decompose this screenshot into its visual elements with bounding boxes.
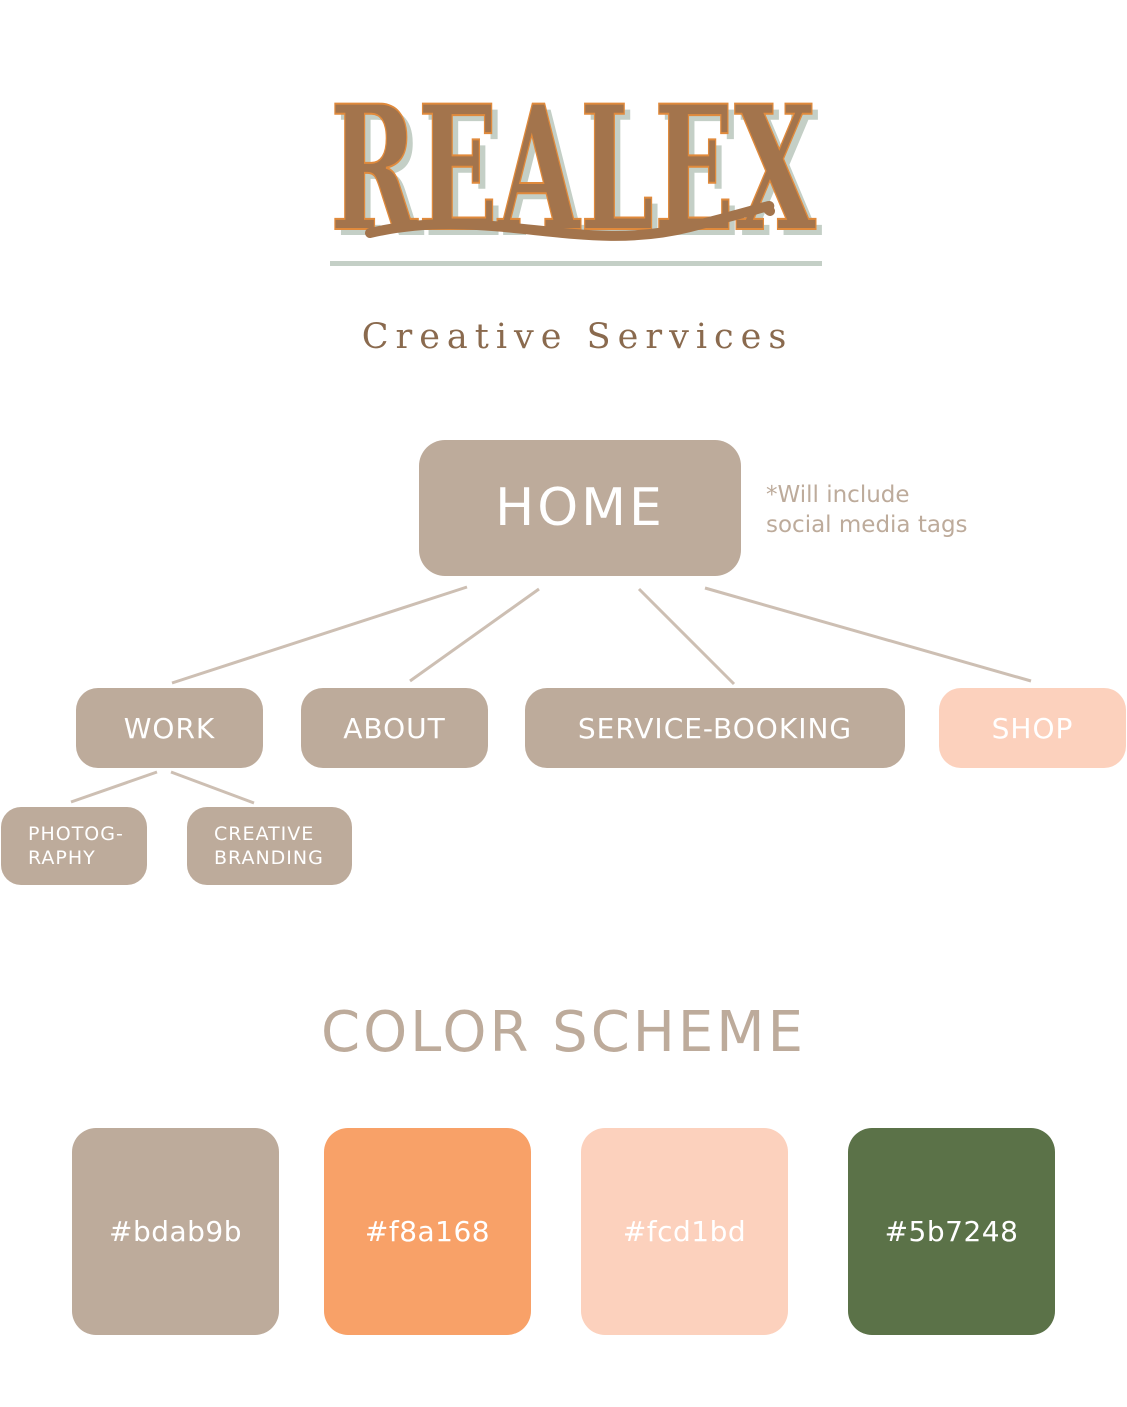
- svg-text:REALEX: REALEX: [330, 67, 816, 270]
- node-work: WORK: [76, 688, 263, 768]
- node-about: ABOUT: [301, 688, 488, 768]
- node-shop-label: SHOP: [991, 711, 1074, 745]
- node-creative-branding: CREATIVE BRANDING: [187, 807, 352, 885]
- logo-subtitle: Creative Services: [361, 317, 794, 357]
- social-media-note: *Will include social media tags: [766, 480, 1066, 540]
- connector-work-photography: [70, 770, 158, 804]
- realex-logo: REALEX REALEX Creative Services: [330, 55, 825, 357]
- node-home: HOME: [419, 440, 741, 576]
- connector-home-booking: [637, 587, 736, 686]
- node-service-booking-label: SERVICE-BOOKING: [577, 711, 853, 745]
- node-photography: PHOTOG- RAPHY: [1, 807, 147, 885]
- color-scheme-title: COLOR SCHEME: [320, 1000, 806, 1065]
- node-about-label: ABOUT: [343, 711, 446, 745]
- connector-home-work: [171, 585, 468, 685]
- node-work-label: WORK: [123, 711, 216, 745]
- node-shop: SHOP: [939, 688, 1126, 768]
- swatch-1-label: #bdab9b: [108, 1215, 243, 1248]
- swatch-3: #fcd1bd: [581, 1128, 788, 1335]
- node-service-booking: SERVICE-BOOKING: [525, 688, 905, 768]
- node-home-label: HOME: [495, 478, 665, 538]
- connector-work-branding: [170, 770, 255, 805]
- realex-wordmark-graphic: REALEX REALEX: [330, 66, 822, 276]
- social-media-note-text: *Will include social media tags: [766, 482, 968, 538]
- connector-home-about: [409, 587, 540, 683]
- node-photography-label: PHOTOG- RAPHY: [28, 823, 124, 869]
- swatch-2: #f8a168: [324, 1128, 531, 1335]
- connector-home-shop: [704, 586, 1032, 683]
- swatch-1: #bdab9b: [72, 1128, 279, 1335]
- swatch-3-label: #fcd1bd: [622, 1215, 747, 1248]
- svg-text:REALEX: REALEX: [336, 73, 822, 276]
- swatch-2-label: #f8a168: [364, 1215, 491, 1248]
- swatch-4: #5b7248: [848, 1128, 1055, 1335]
- swatch-4-label: #5b7248: [884, 1215, 1019, 1248]
- node-creative-branding-label: CREATIVE BRANDING: [214, 823, 324, 869]
